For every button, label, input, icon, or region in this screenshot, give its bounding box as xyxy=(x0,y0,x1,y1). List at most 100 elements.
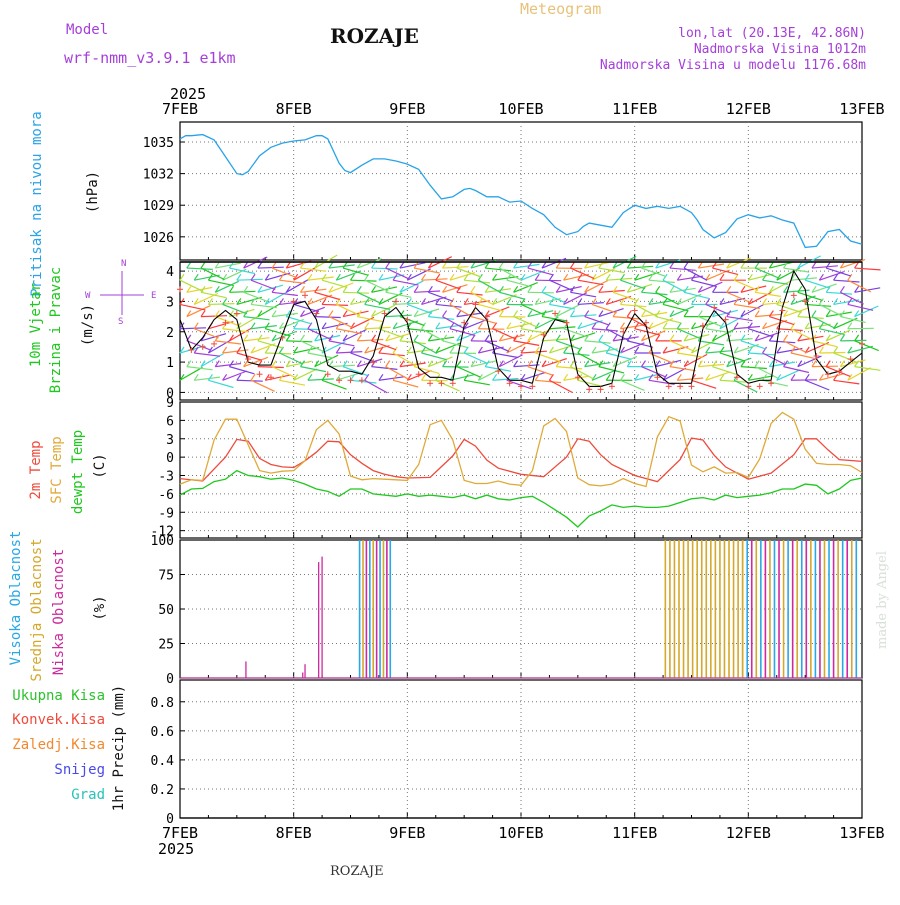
wind-barb xyxy=(777,329,803,331)
wind-barb-flag xyxy=(812,361,816,367)
wind-barb-flag xyxy=(499,262,503,268)
wind-barb-flag xyxy=(627,262,631,268)
wind-barb-flag xyxy=(422,274,426,280)
wind-barb xyxy=(422,329,445,342)
wind-barb-flag xyxy=(365,323,369,329)
wind-barb xyxy=(627,284,652,292)
wind-barb xyxy=(365,280,389,291)
wind-barb xyxy=(848,304,873,310)
wind-barb xyxy=(514,264,540,268)
x-tick-label-top: 10FEB xyxy=(498,100,543,118)
wind-barb xyxy=(791,353,816,359)
wind-barb xyxy=(208,280,233,285)
wind-barb-flag xyxy=(763,274,767,280)
wind-barb xyxy=(592,304,617,312)
wind-barb-flag xyxy=(599,286,603,292)
wind-barb xyxy=(812,266,838,268)
wind-barb xyxy=(251,380,275,391)
wind-barb-flag xyxy=(386,361,390,367)
wind-barb-flag xyxy=(663,323,667,329)
wind-barb xyxy=(684,292,709,298)
wind-barb xyxy=(308,379,334,380)
wind-barb xyxy=(258,367,284,368)
wind-barb xyxy=(641,292,667,294)
wind-barb-flag xyxy=(201,311,205,317)
wind-barb xyxy=(741,367,767,369)
wind-barb xyxy=(748,376,774,380)
wind-barb-flag xyxy=(641,361,645,367)
wind-barb xyxy=(300,341,324,352)
wind-barb xyxy=(620,280,645,289)
wind-barb xyxy=(215,364,241,367)
wind-barb xyxy=(613,317,639,319)
wind-barb-flag xyxy=(443,361,447,367)
wind-barb xyxy=(379,377,405,381)
bottom-year: 2025 xyxy=(158,840,194,858)
wind-barb xyxy=(223,304,247,313)
wind-barb-flag xyxy=(620,374,624,380)
wind-barb xyxy=(436,325,462,329)
wind-barb xyxy=(578,380,603,386)
y-tick-label: 25 xyxy=(158,638,174,653)
wind-barb-flag xyxy=(677,347,681,353)
wind-barb xyxy=(777,304,802,312)
wind-barb xyxy=(393,280,418,285)
wind-barb xyxy=(748,329,773,337)
wind-barb xyxy=(514,365,540,367)
wind-barb-flag xyxy=(763,298,767,304)
wind-barb-flag xyxy=(478,323,482,329)
wind-barb xyxy=(251,280,275,289)
wind-barb xyxy=(279,380,305,385)
wind-barb xyxy=(393,303,419,304)
wind-barb xyxy=(343,292,369,293)
wind-barb xyxy=(734,304,760,308)
wind-barb-flag xyxy=(627,361,631,367)
wind-barb xyxy=(578,303,604,305)
wind-barb xyxy=(805,304,831,306)
wind-barb xyxy=(706,351,732,353)
wind-barb-flag xyxy=(784,335,788,341)
wind-barb-flag xyxy=(329,311,333,317)
wind-barb-flag xyxy=(308,374,312,380)
wind-barb xyxy=(698,341,724,345)
wind-barb xyxy=(393,353,416,366)
wind-barb-flag xyxy=(507,298,511,304)
dir-n: N xyxy=(121,259,126,269)
wind-barb-flag xyxy=(471,286,475,292)
wind-barb xyxy=(251,304,277,307)
wind-barb xyxy=(436,280,460,289)
wind-barb xyxy=(564,353,590,355)
wind-barb xyxy=(329,265,355,268)
wind-barb xyxy=(627,266,653,268)
wind-barb xyxy=(641,268,666,276)
wind-barb-flag xyxy=(578,298,582,304)
wind-barb xyxy=(521,351,547,353)
wind-barb xyxy=(336,373,361,381)
wind-barb xyxy=(485,341,509,352)
wind-barb xyxy=(755,268,779,278)
wind-barb xyxy=(798,292,823,300)
y-tick-label: -6 xyxy=(158,488,174,503)
wind-barb xyxy=(620,304,646,306)
model-name: wrf-nmm_v3.9.1 e1km xyxy=(64,49,236,67)
wind-barb xyxy=(223,329,249,332)
wind-barb-flag xyxy=(322,274,326,280)
wind-barb xyxy=(308,353,334,358)
wind-barb xyxy=(294,348,319,353)
wind-barb xyxy=(734,327,760,329)
wind-barb xyxy=(585,341,611,343)
wind-barb xyxy=(521,329,547,333)
wind-barb xyxy=(443,285,468,293)
wind-barb xyxy=(357,317,382,322)
product-title: Meteogram xyxy=(520,0,601,18)
wind-barb xyxy=(308,277,334,280)
dir-w: W xyxy=(85,291,91,301)
wind-barb xyxy=(357,340,383,341)
wind-barb-flag xyxy=(443,262,447,268)
wind-barb-flag xyxy=(741,262,745,268)
wind-barb xyxy=(428,317,454,320)
wind-barb xyxy=(279,280,305,283)
wind-barb-flag xyxy=(727,286,731,292)
wind-barb xyxy=(755,332,780,340)
wind-barb xyxy=(706,304,730,314)
